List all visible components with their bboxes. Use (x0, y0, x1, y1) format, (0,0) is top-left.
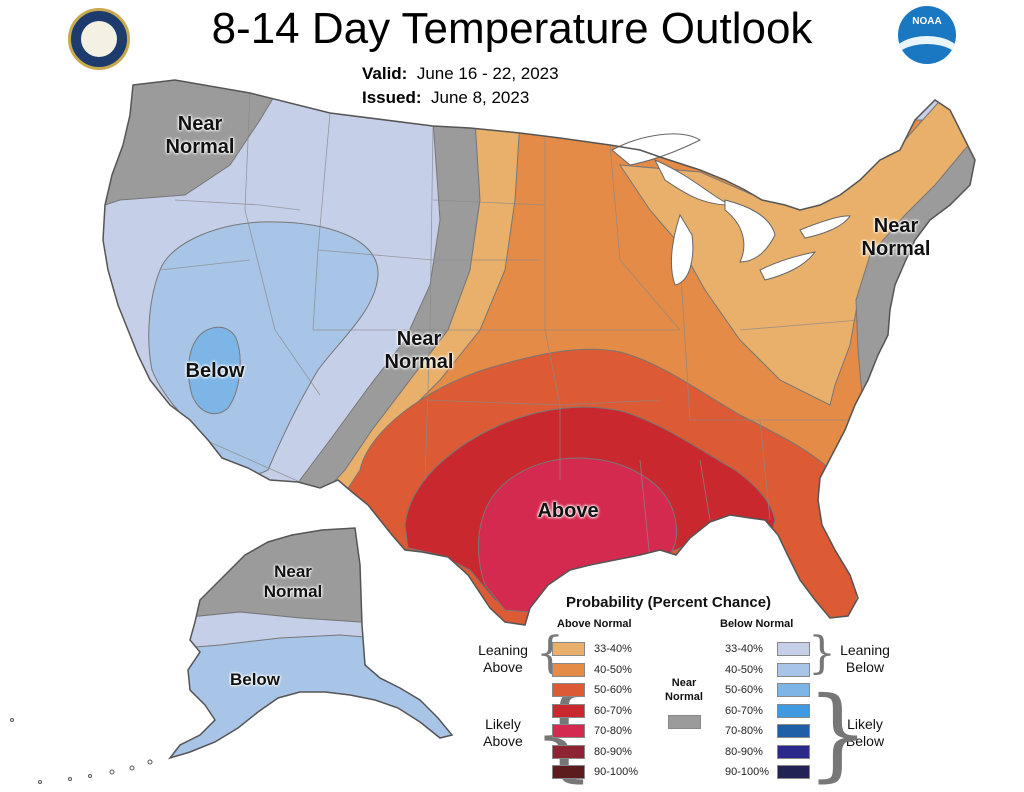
valid-label: Valid: (362, 64, 408, 83)
legend-below-swatch (777, 724, 810, 738)
great-lakes (611, 133, 851, 286)
legend-below-swatch (777, 765, 810, 779)
legend-above-swatch (552, 642, 585, 656)
label-south: Above (537, 500, 599, 522)
alaska-region (170, 528, 452, 758)
legend-below-range: 90-100% (725, 766, 770, 778)
legend-above-header: Above Normal (557, 618, 632, 630)
brace-likely-below: } (806, 675, 870, 792)
issued-line: Issued: June 8, 2023 (362, 88, 529, 108)
page-title: 8-14 Day Temperature Outlook (211, 4, 813, 53)
label-northeast: Near Normal (861, 215, 931, 260)
aleutian-islands (10, 718, 153, 784)
label-southwest: Below (185, 360, 245, 382)
doc-seal-icon (68, 8, 130, 70)
noaa-logo-text: NOAA (912, 16, 942, 27)
legend-below-range: 33-40% (725, 643, 763, 655)
legend-below-swatch (777, 744, 810, 759)
legend-likely-below: Likely Below (845, 716, 885, 749)
legend-below-swatch (777, 642, 810, 656)
noaa-logo-icon: NOAA (898, 6, 956, 64)
legend-below-range: 40-50% (725, 663, 763, 676)
legend-near-normal-label: Near Normal (665, 677, 703, 703)
legend-above-range: 70-80% (594, 725, 632, 737)
issued-value: June 8, 2023 (430, 88, 530, 107)
legend-likely-above: Likely Above (483, 716, 523, 749)
legend-above-range: 33-40% (594, 643, 632, 655)
legend-above-swatch (552, 765, 585, 779)
valid-value: June 16 - 22, 2023 (416, 64, 559, 83)
valid-line: Valid: June 16 - 22, 2023 (362, 64, 559, 84)
legend-leaning-above: Leaning Above (478, 642, 528, 675)
legend-above-swatch (552, 683, 585, 697)
conus-outline (102, 79, 976, 626)
brace-leaning-below: } (808, 628, 836, 679)
legend-above-swatch (552, 703, 585, 718)
issued-label: Issued: (362, 88, 422, 107)
legend-below-swatch (777, 703, 810, 718)
legend-below-range: 70-80% (725, 725, 763, 737)
legend-above-swatch (552, 744, 585, 759)
legend-above-swatch (552, 724, 585, 738)
legend-below-swatch (777, 683, 810, 697)
legend-above-swatch (552, 662, 585, 677)
legend-near-normal-swatch (668, 715, 701, 729)
legend-below-range: 60-70% (725, 704, 763, 717)
label-alaska-south: Below (229, 670, 281, 689)
legend-title: Probability (Percent Chance) (566, 594, 772, 611)
legend-above-range: 90-100% (594, 766, 639, 778)
legend-below-swatch (777, 662, 810, 677)
legend-below-header: Below Normal (720, 618, 794, 630)
label-plains: Near Normal (384, 328, 454, 373)
legend-above-range: 60-70% (594, 704, 632, 717)
label-alaska-north: Near Normal (263, 562, 323, 601)
legend-above-range: 80-90% (594, 745, 632, 758)
alaska-outline (167, 527, 454, 760)
legend-above-range: 50-60% (594, 684, 632, 696)
label-northwest: Near Normal (165, 113, 235, 158)
legend-above-range: 40-50% (594, 663, 632, 676)
legend-below-range: 50-60% (725, 684, 763, 696)
legend-leaning-below: Leaning Below (840, 642, 890, 675)
legend-below-range: 80-90% (725, 745, 763, 758)
